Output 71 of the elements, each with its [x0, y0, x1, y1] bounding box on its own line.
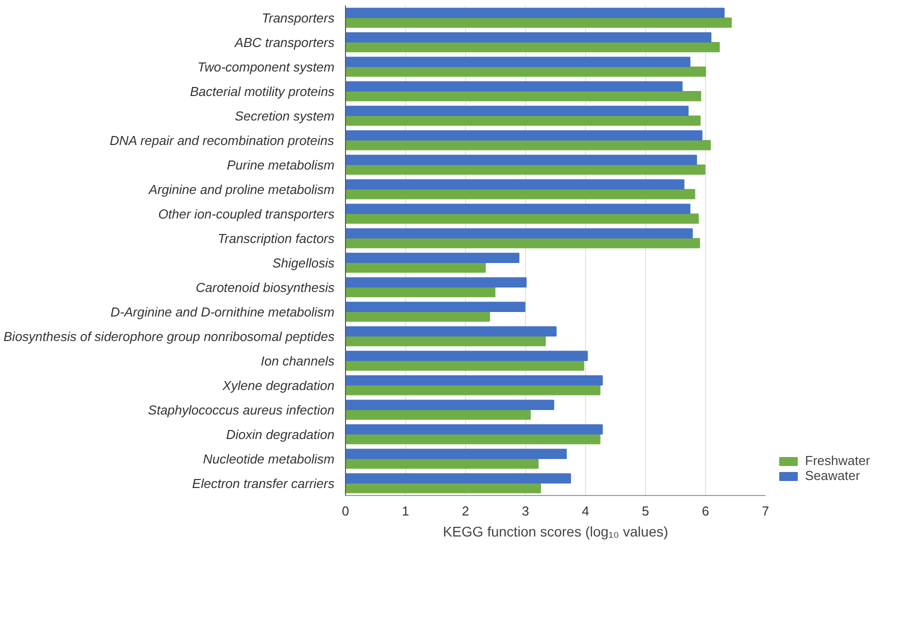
bar: [346, 400, 554, 410]
bar: [346, 90, 702, 102]
y-tick-label: Electron transfer carriers: [192, 476, 335, 491]
bar: [346, 188, 696, 200]
y-tick-label: Ion channels: [260, 353, 335, 368]
y-tick-label: ABC transporters: [234, 34, 335, 50]
x-tick-label: 0: [342, 504, 350, 518]
x-tick-label: 5: [642, 504, 650, 518]
bar: [346, 228, 693, 239]
bar: [346, 286, 496, 298]
y-tick-label: Other ion-coupled transporters: [158, 206, 335, 222]
bar: [346, 262, 486, 273]
y-tick-label: Transporters: [262, 10, 335, 26]
y-tick-label: Two-component system: [197, 59, 335, 74]
bar: [346, 106, 689, 116]
y-tick-label: Carotenoid biosynthesis: [196, 280, 335, 295]
x-tick-label: 6: [702, 504, 710, 518]
bar: [346, 409, 531, 420]
bar: [346, 204, 690, 214]
x-tick-label: 3: [522, 504, 530, 518]
bar: [346, 66, 706, 77]
bar: [346, 42, 720, 52]
bar: [346, 448, 567, 460]
bar: [346, 424, 603, 435]
bar: [346, 56, 690, 68]
bar: [346, 360, 584, 371]
bar: [346, 164, 706, 175]
bar: [346, 384, 600, 396]
x-tick-label: 2: [462, 504, 470, 518]
y-tick-label: Staphylococcus aureus infection: [148, 402, 335, 418]
y-tick-label: D-Arginine and D-ornithine metabolism: [110, 304, 335, 320]
bar: [346, 375, 603, 386]
bar: [346, 336, 546, 346]
x-tick-label: 1: [402, 504, 410, 518]
bar: [346, 130, 702, 141]
bar: [346, 434, 600, 444]
bar: [346, 350, 588, 362]
y-tick-label: DNA repair and recombination proteins: [110, 132, 335, 148]
y-tick-label: Shigellosis: [272, 255, 335, 270]
y-tick-label: Arginine and proline metabolism: [148, 182, 335, 197]
bar: [346, 154, 697, 166]
bar: [346, 32, 712, 43]
bar: [346, 302, 526, 312]
y-tick-label: Biosynthesis of siderophore group nonribosomal peptides: [4, 328, 335, 344]
y-tick-label: Dioxin degradation: [226, 426, 334, 442]
y-tick-label: Nucleotide metabolism: [202, 451, 335, 466]
legend-label: Freshwater: [805, 453, 870, 468]
bar: [346, 252, 520, 264]
legend-label: Seawater: [805, 468, 860, 483]
x-tick-label: 7: [762, 504, 770, 518]
bar: [346, 473, 571, 484]
bar: [346, 482, 541, 494]
bar: [346, 311, 490, 322]
bar: [346, 326, 557, 337]
x-axis-title: KEGG function scores (log₁₀ values): [442, 524, 668, 540]
bar: [346, 213, 699, 224]
y-tick-label: Purine metabolism: [226, 157, 335, 172]
y-tick-label: Secretion system: [234, 108, 335, 124]
y-tick-label: Bacterial motility proteins: [190, 84, 335, 99]
bar: [346, 17, 732, 28]
y-tick-label: Xylene degradation: [221, 378, 334, 393]
bar: [346, 179, 684, 190]
bar: [346, 115, 701, 126]
bar: [346, 81, 683, 92]
bar: [346, 140, 711, 150]
bar: [346, 8, 725, 18]
bar: [346, 458, 539, 469]
bar: [346, 277, 527, 288]
bar: [346, 238, 700, 248]
x-tick-label: 4: [582, 504, 590, 518]
y-tick-label: Transcription factors: [218, 230, 335, 246]
